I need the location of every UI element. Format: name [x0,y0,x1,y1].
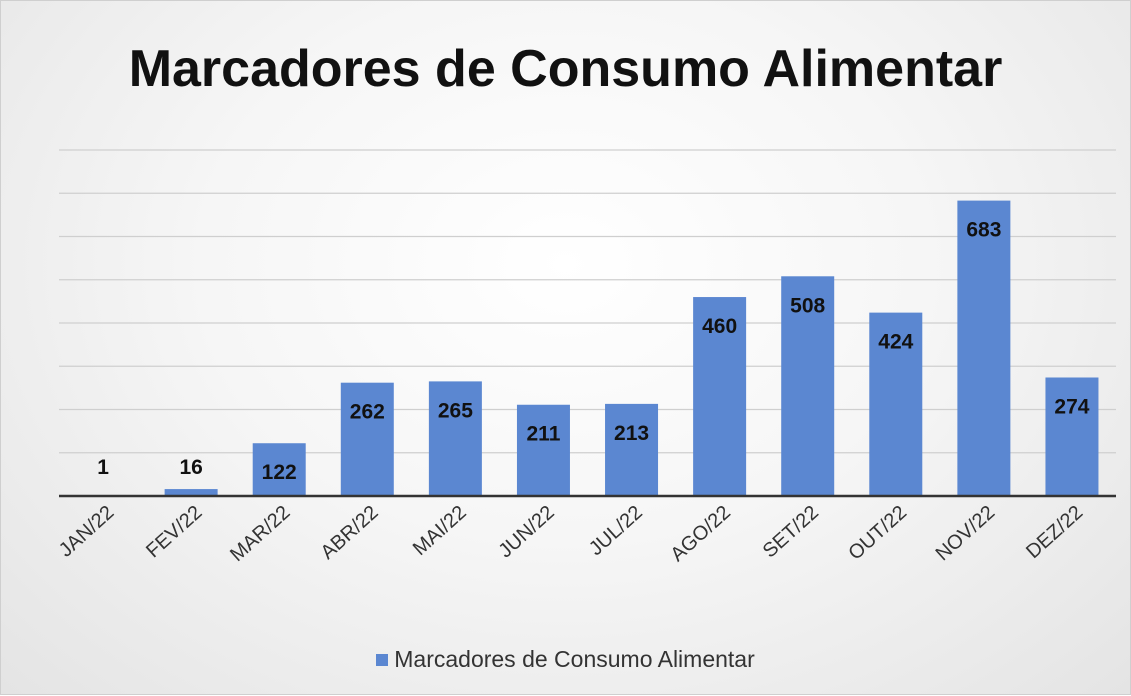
data-label: 1 [97,456,109,479]
legend-swatch [376,654,388,666]
data-label: 274 [1054,395,1089,418]
data-label: 508 [790,294,825,317]
data-label: 265 [438,399,473,422]
data-label: 262 [350,401,385,424]
bar-jun-22 [517,405,570,496]
x-tick-label: JUL/22 [585,501,647,560]
legend: Marcadores de Consumo Alimentar [1,646,1130,673]
data-label: 122 [262,461,297,484]
data-label: 213 [614,422,649,445]
data-label: 460 [702,315,737,338]
data-label: 683 [966,219,1001,242]
x-tick-label: NOV/22 [932,501,1000,565]
x-tick-label: FEV/22 [142,501,206,562]
x-tick-label: DEZ/22 [1022,501,1087,563]
bar-jul-22 [605,404,658,496]
bar-nov-22 [957,201,1010,496]
x-tick-label: JAN/22 [55,501,118,561]
x-tick-label: OUT/22 [844,501,911,564]
legend-label: Marcadores de Consumo Alimentar [394,646,755,673]
x-tick-label: AGO/22 [667,501,735,566]
x-tick-label: JUN/22 [495,501,559,562]
x-tick-label: SET/22 [759,501,823,562]
x-tick-label: MAI/22 [409,501,471,560]
data-label: 424 [878,331,913,354]
x-tick-label: ABR/22 [317,501,383,563]
bar-abr-22 [341,383,394,496]
data-label: 16 [179,456,202,479]
data-label: 211 [527,423,561,446]
x-tick-label: MAR/22 [226,501,294,566]
